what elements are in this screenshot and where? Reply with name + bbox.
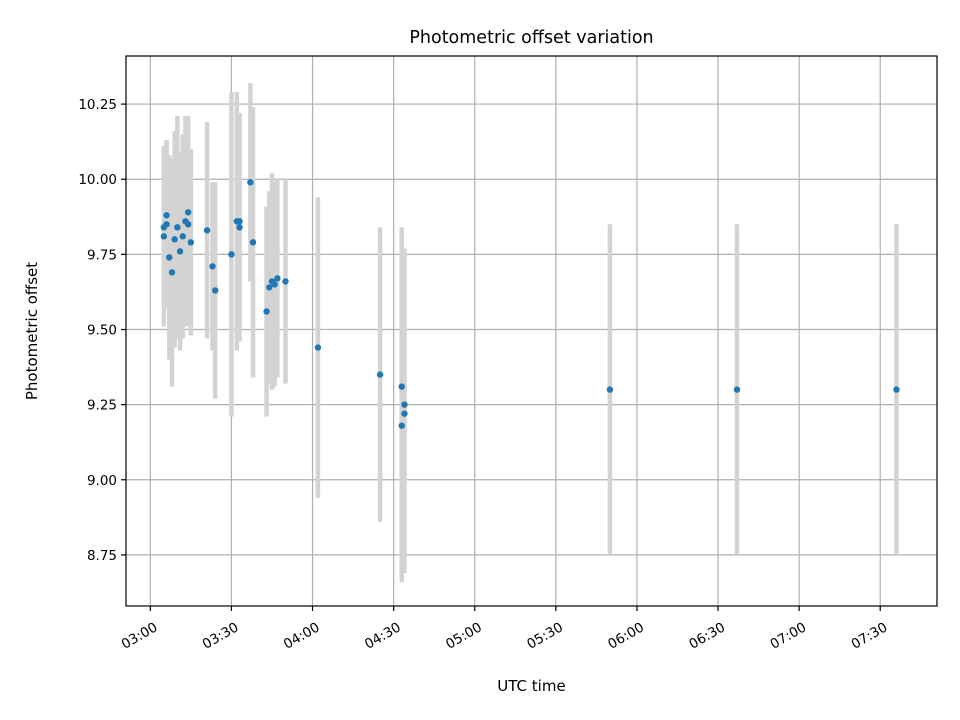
data-point — [184, 221, 192, 228]
points — [160, 179, 900, 429]
y-tick-label: 10.00 — [78, 172, 117, 188]
data-point — [236, 218, 243, 225]
data-point — [266, 284, 273, 291]
chart-title: Photometric offset variation — [409, 28, 653, 48]
data-point — [236, 224, 243, 231]
y-tick-label: 9.25 — [87, 398, 117, 414]
data-point — [733, 386, 741, 393]
data-point — [171, 236, 178, 243]
data-point — [160, 233, 168, 240]
data-point — [893, 386, 900, 393]
data-point — [228, 251, 235, 258]
data-point — [163, 221, 170, 228]
data-point — [398, 383, 405, 390]
grid — [126, 56, 937, 606]
data-point — [163, 212, 170, 219]
y-axis: 8.75 9.00 9.25 9.50 9.75 10.00 10.25 — [78, 97, 126, 564]
y-axis-label: Photometric offset — [23, 262, 41, 400]
data-point — [247, 179, 254, 186]
data-point — [376, 371, 384, 378]
data-point — [209, 263, 216, 270]
data-point — [314, 344, 322, 351]
data-point — [282, 278, 289, 285]
data-point — [263, 308, 270, 315]
data-point — [274, 275, 281, 282]
plot-frame — [125, 55, 938, 607]
data-point — [203, 227, 211, 234]
data-point — [168, 269, 176, 276]
data-point — [249, 239, 257, 246]
data-point — [401, 410, 408, 417]
y-tick-label: 8.75 — [87, 548, 117, 564]
data-point — [179, 233, 186, 240]
data-point — [184, 209, 192, 216]
data-point — [401, 401, 408, 408]
data-point — [174, 224, 181, 231]
y-tick-label: 9.50 — [87, 322, 117, 338]
y-tick-label: 9.00 — [87, 473, 117, 489]
data-point — [166, 254, 173, 261]
data-point — [606, 386, 614, 393]
data-point — [176, 248, 184, 255]
x-axis-label: UTC time — [497, 677, 565, 695]
data-point — [398, 422, 405, 429]
data-point — [212, 287, 219, 294]
y-tick-label: 10.25 — [78, 97, 117, 113]
y-tick-label: 9.75 — [87, 247, 117, 263]
data-point — [187, 239, 195, 246]
data-point — [271, 281, 278, 288]
